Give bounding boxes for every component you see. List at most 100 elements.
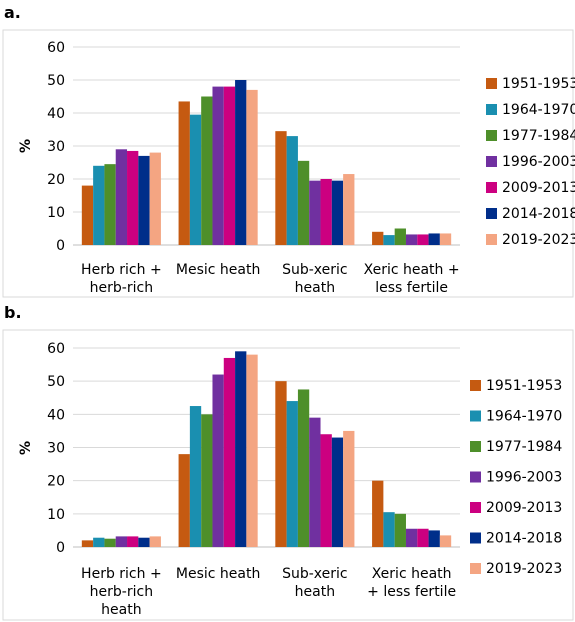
- x-tick-label: Xeric heath +: [364, 262, 460, 278]
- bar: [81, 540, 94, 547]
- bar: [201, 96, 213, 245]
- bar: [189, 406, 202, 547]
- legend-label: 1996-2003: [486, 470, 562, 486]
- bar: [93, 165, 105, 245]
- x-tick-label: heath: [295, 280, 335, 296]
- bar: [439, 233, 452, 245]
- bar: [405, 528, 418, 547]
- x-tick-label: Xeric heath: [372, 566, 452, 582]
- bar: [331, 437, 344, 547]
- bar: [286, 401, 298, 547]
- bar: [297, 389, 310, 547]
- legend-label: 2009-2013: [486, 500, 562, 516]
- panel-label: a.: [4, 3, 21, 22]
- x-tick-label: Mesic heath: [176, 566, 260, 582]
- bar: [372, 231, 384, 245]
- legend-swatch: [486, 78, 497, 89]
- legend-label: 1977-1984: [486, 439, 562, 455]
- bar: [372, 480, 384, 547]
- bar: [138, 537, 150, 547]
- y-tick-label: 20: [47, 172, 65, 188]
- bar: [246, 354, 258, 547]
- x-tick-label: Herb rich +: [81, 262, 162, 278]
- legend-label: 1951-1953: [502, 76, 575, 92]
- legend-label: 1996-2003: [502, 154, 575, 170]
- legend-swatch: [486, 130, 497, 141]
- bar: [297, 160, 310, 245]
- x-tick-label: herb-rich: [90, 584, 153, 600]
- y-axis-label: %: [18, 441, 34, 455]
- bar: [428, 530, 440, 547]
- bar: [343, 174, 355, 245]
- x-tick-label: Sub-xeric: [282, 566, 348, 582]
- x-tick-label: Sub-xeric: [282, 262, 348, 278]
- bar: [127, 536, 139, 547]
- panel-label: b.: [4, 303, 22, 322]
- legend-label: 1977-1984: [502, 128, 575, 144]
- bar: [343, 430, 355, 547]
- legend-swatch: [470, 410, 481, 422]
- y-tick-label: 40: [47, 106, 65, 122]
- legend-swatch: [470, 563, 481, 574]
- y-tick-label: 0: [56, 540, 65, 556]
- bar: [331, 180, 344, 245]
- chart-frame: [2, 29, 574, 298]
- y-tick-label: 60: [47, 341, 65, 357]
- legend-swatch: [470, 502, 481, 513]
- bar: [223, 357, 236, 547]
- bar: [309, 180, 321, 245]
- bar: [212, 86, 224, 245]
- legend-label: 1964-1970: [486, 409, 562, 425]
- bar: [104, 538, 116, 547]
- legend-label: 2014-2018: [486, 531, 562, 547]
- y-tick-label: 10: [47, 205, 65, 221]
- bar: [405, 234, 418, 245]
- bar: [235, 351, 247, 547]
- bar: [394, 513, 406, 547]
- bar: [320, 179, 332, 245]
- y-tick-label: 20: [47, 474, 65, 490]
- bar: [320, 434, 332, 547]
- legend-swatch: [470, 471, 481, 483]
- legend-label: 2014-2018: [502, 206, 575, 222]
- bar: [115, 149, 128, 245]
- y-tick-label: 60: [47, 40, 65, 56]
- x-tick-label: Mesic heath: [176, 262, 260, 278]
- bar: [286, 136, 298, 245]
- legend-swatch: [486, 104, 497, 115]
- bar: [394, 228, 406, 245]
- bar: [275, 131, 287, 245]
- legend-swatch: [470, 380, 481, 391]
- legend-label: 1964-1970: [502, 102, 575, 118]
- bar: [212, 374, 224, 547]
- x-tick-label: less fertile: [375, 280, 448, 296]
- bar: [93, 537, 105, 547]
- bar: [178, 454, 190, 547]
- y-tick-label: 40: [47, 407, 65, 423]
- bar: [127, 150, 139, 245]
- bar: [383, 235, 395, 245]
- bar: [235, 80, 247, 245]
- bar: [428, 233, 440, 245]
- bar: [81, 185, 94, 245]
- bar: [309, 417, 321, 547]
- x-tick-label: heath: [101, 602, 141, 618]
- legend-swatch: [486, 156, 497, 167]
- bar: [223, 86, 236, 245]
- x-tick-label: + less fertile: [367, 584, 456, 600]
- legend-label: 2019-2023: [486, 561, 562, 577]
- y-tick-label: 0: [56, 238, 65, 254]
- legend-swatch: [486, 234, 497, 245]
- legend-swatch: [486, 182, 497, 193]
- y-tick-label: 30: [47, 441, 65, 457]
- legend-swatch: [470, 441, 481, 452]
- bar: [439, 535, 452, 547]
- bar: [149, 536, 161, 547]
- y-tick-label: 50: [47, 73, 65, 89]
- bar: [417, 528, 429, 547]
- bar: [115, 536, 128, 547]
- x-tick-label: heath: [295, 584, 335, 600]
- bar: [104, 164, 116, 245]
